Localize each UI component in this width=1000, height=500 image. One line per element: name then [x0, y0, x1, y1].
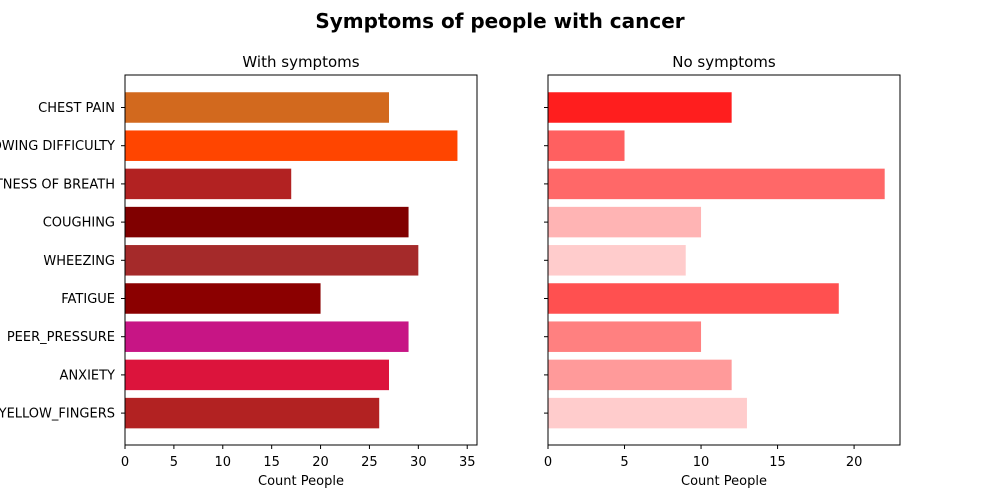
x-tick-label: 15 — [769, 455, 786, 470]
x-tick-label: 10 — [693, 455, 710, 470]
y-tick-label: COUGHING — [43, 216, 115, 231]
bar-with-symptoms-4 — [125, 245, 419, 276]
axes-frame — [124, 74, 478, 446]
bar-with-symptoms-8 — [125, 397, 380, 429]
bar-no-symptoms-0 — [548, 92, 732, 123]
y-tick-label: YELLOW_FINGERS — [0, 407, 115, 422]
x-tick-label: 30 — [410, 455, 427, 470]
bar-no-symptoms-2 — [548, 168, 885, 200]
bar-no-symptoms-1 — [548, 130, 625, 161]
bar-no-symptoms-5 — [548, 283, 839, 314]
x-axis-label: Count People — [681, 474, 767, 489]
bar-with-symptoms-0 — [125, 92, 389, 123]
subplot-title-no-symptoms: No symptoms — [672, 53, 776, 71]
x-tick-label: 0 — [121, 455, 129, 470]
y-tick-label: PEER_PRESSURE — [7, 330, 115, 345]
x-tick-label: 10 — [215, 455, 232, 470]
bar-no-symptoms-8 — [548, 397, 747, 429]
panel-with-symptoms: With symptoms CHEST PAIN SWALLOWING DIFFIC… — [0, 53, 478, 489]
x-axis-label: Count People — [258, 474, 344, 489]
bar-no-symptoms-3 — [548, 206, 702, 238]
bar-no-symptoms-6 — [548, 321, 702, 352]
bar-with-symptoms-5 — [125, 283, 321, 314]
figure-title: Symptoms of people with cancer — [315, 9, 684, 33]
y-tick-label: SWALLOWING DIFFICULTY — [0, 139, 115, 154]
y-tick-label: WHEEZING — [43, 254, 115, 269]
x-tick-label: 25 — [361, 455, 378, 470]
x-tick-label: 5 — [170, 455, 178, 470]
bar-no-symptoms-7 — [548, 359, 732, 391]
x-tick-label: 0 — [544, 455, 552, 470]
y-tick-label: FATIGUE — [61, 292, 115, 307]
bar-with-symptoms-1 — [125, 130, 458, 161]
x-tick-label: 35 — [459, 455, 476, 470]
bar-no-symptoms-4 — [548, 245, 686, 276]
bar-with-symptoms-7 — [125, 359, 389, 391]
y-tick-label: SHORTNESS OF BREATH — [0, 177, 115, 192]
bar-with-symptoms-3 — [125, 206, 409, 238]
axes-frame — [547, 74, 901, 446]
x-tick-label: 5 — [620, 455, 628, 470]
bar-with-symptoms-2 — [125, 168, 292, 200]
bar-with-symptoms-6 — [125, 321, 409, 352]
panel-no-symptoms: No symptoms 0 5 10 15 20 Count People — [544, 53, 901, 489]
subplot-title-with-symptoms: With symptoms — [242, 53, 359, 71]
y-tick-label: ANXIETY — [60, 368, 116, 383]
x-tick-label: 20 — [312, 455, 329, 470]
x-tick-label: 15 — [263, 455, 280, 470]
x-tick-label: 20 — [846, 455, 863, 470]
y-tick-label: CHEST PAIN — [38, 101, 115, 116]
